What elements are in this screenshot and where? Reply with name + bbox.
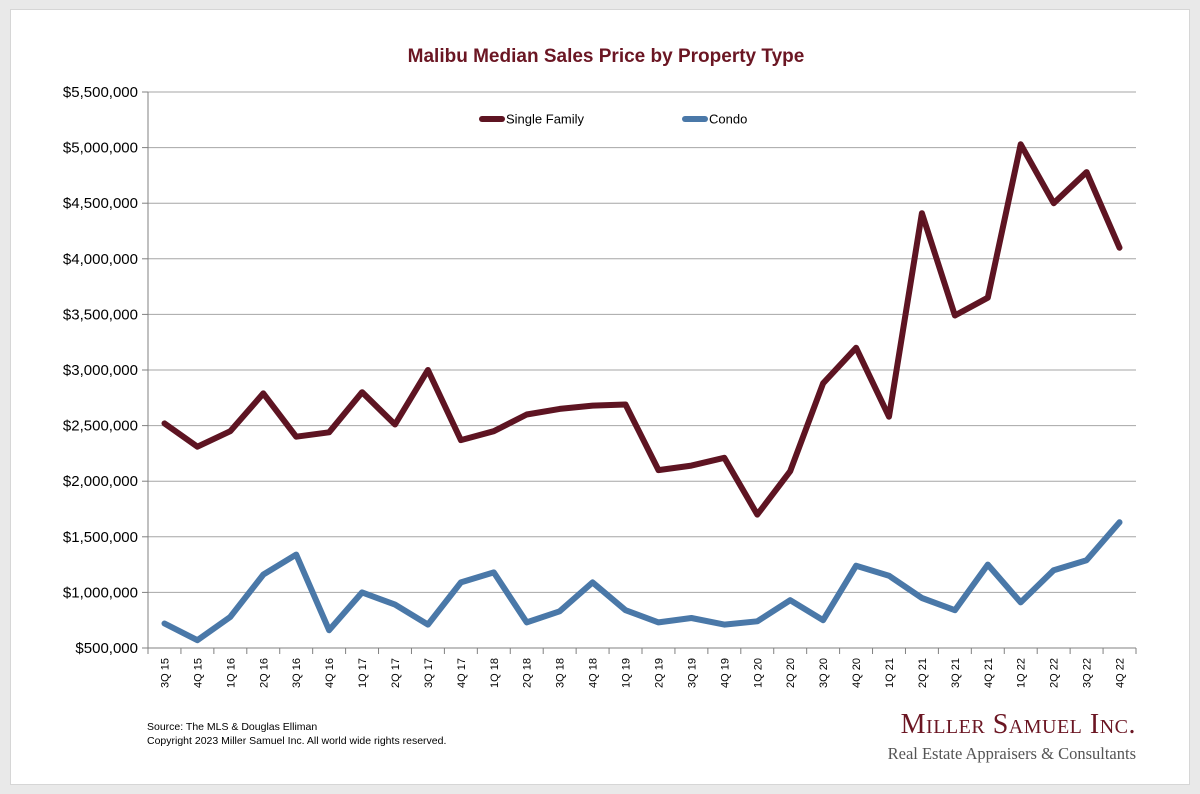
x-tick-label: 3Q 15 xyxy=(159,658,171,688)
legend-label: Condo xyxy=(709,112,747,127)
source-note: Source: The MLS & Douglas Elliman Copyri… xyxy=(147,720,446,748)
y-tick-label: $1,500,000 xyxy=(63,529,138,546)
x-tick-label: 3Q 20 xyxy=(818,658,830,688)
chart-card xyxy=(10,9,1190,785)
x-tick-label: 4Q 21 xyxy=(983,658,995,688)
x-tick-label: 3Q 21 xyxy=(950,658,962,688)
series-line-single-family xyxy=(161,141,1123,518)
x-tick-label: 4Q 15 xyxy=(192,658,204,688)
legend-label: Single Family xyxy=(506,112,585,127)
x-tick-label: 1Q 21 xyxy=(884,658,896,688)
x-tick-label: 2Q 22 xyxy=(1049,658,1061,688)
x-tick-label: 2Q 17 xyxy=(390,658,402,688)
series-line-condo xyxy=(161,519,1123,644)
x-tick-label: 2Q 16 xyxy=(258,658,270,688)
series-lines xyxy=(161,141,1123,644)
x-tick-label: 3Q 18 xyxy=(555,658,567,688)
x-tick-label: 4Q 18 xyxy=(588,658,600,688)
x-tick-label: 2Q 21 xyxy=(917,658,929,688)
brand-logo: Miller Samuel Inc. Real Estate Appraiser… xyxy=(888,710,1136,764)
x-tick-label: 1Q 20 xyxy=(752,658,764,688)
y-tick-label: $3,000,000 xyxy=(63,362,138,379)
x-tick-label: 1Q 16 xyxy=(225,658,237,688)
x-tick-label: 4Q 16 xyxy=(324,658,336,688)
x-tick-label: 4Q 17 xyxy=(456,658,468,688)
y-tick-label: $3,500,000 xyxy=(63,306,138,323)
copyright-text: Copyright 2023 Miller Samuel Inc. All wo… xyxy=(147,735,447,747)
chart-title: Malibu Median Sales Price by Property Ty… xyxy=(407,46,805,67)
x-tick-label: 3Q 22 xyxy=(1082,658,1094,688)
y-tick-label: $4,000,000 xyxy=(63,251,138,268)
x-tick-label: 2Q 20 xyxy=(785,658,797,688)
brand-name: Miller Samuel Inc. xyxy=(900,709,1136,740)
x-tick-label: 4Q 19 xyxy=(719,658,731,688)
y-tick-label: $2,000,000 xyxy=(63,473,138,490)
x-tick-label: 4Q 20 xyxy=(851,658,863,688)
y-tick-label: $2,500,000 xyxy=(63,418,138,435)
x-tick-label: 4Q 22 xyxy=(1115,658,1127,688)
source-text: Source: The MLS & Douglas Elliman xyxy=(147,721,318,733)
x-tick-label: 1Q 22 xyxy=(1016,658,1028,688)
y-tick-label: $500,000 xyxy=(75,640,138,657)
x-tick-label: 3Q 19 xyxy=(686,658,698,688)
y-tick-label: $5,000,000 xyxy=(63,140,138,157)
x-tick-label: 1Q 19 xyxy=(621,658,633,688)
x-tick-label: 1Q 18 xyxy=(489,658,501,688)
x-tick-label: 2Q 19 xyxy=(653,658,665,688)
grid-lines xyxy=(148,91,1136,649)
y-tick-label: $5,500,000 xyxy=(63,84,138,101)
y-tick-label: $1,000,000 xyxy=(63,584,138,601)
x-tick-label: 3Q 16 xyxy=(291,658,303,688)
x-axis: 3Q 15 4Q 15 1Q 16 2Q 16 3Q 16 4Q 16 1Q 17 2Q 17… xyxy=(147,647,1137,688)
y-tick-label: $4,500,000 xyxy=(63,195,138,212)
x-tick-label: 3Q 17 xyxy=(423,658,435,688)
brand-tagline: Real Estate Appraisers & Consultants xyxy=(887,744,1136,763)
y-axis: $500,000 $1,000,000 $1,500,000 $2,000,000 $2… xyxy=(63,84,149,657)
x-tick-label: 2Q 18 xyxy=(522,658,534,688)
legend: Single Family Condo xyxy=(479,112,747,127)
x-tick-label: 1Q 17 xyxy=(357,658,369,688)
